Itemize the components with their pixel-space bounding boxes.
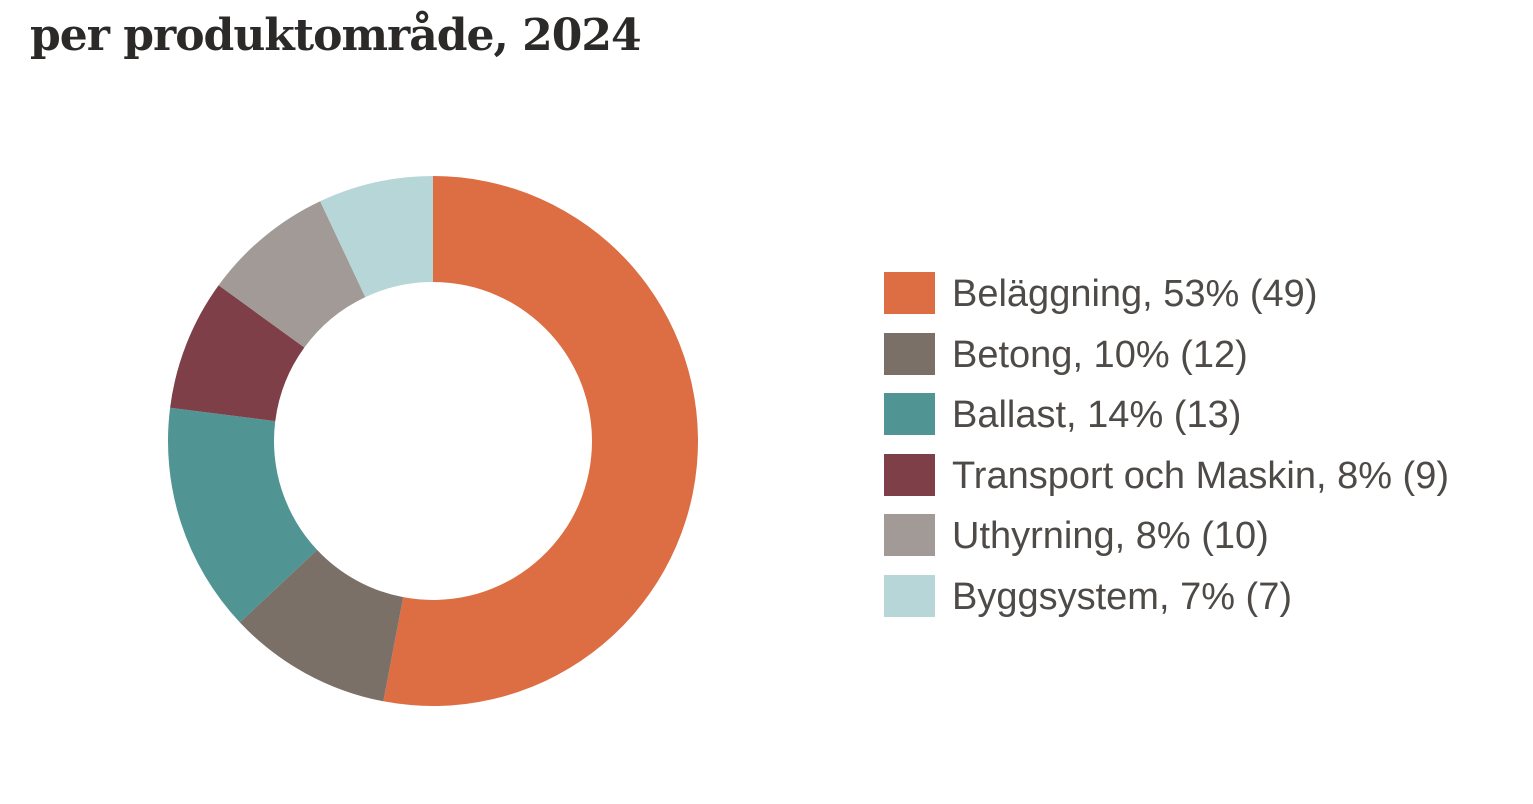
legend-label: Beläggning, 53% (49) (952, 273, 1318, 315)
legend-label: Transport och Maskin, 8% (9) (952, 454, 1449, 497)
donut-slice-4 (170, 285, 305, 422)
chart-title: per produktområde, 2024 (30, 10, 642, 61)
legend-label: Uthyrning, 8% (10) (952, 515, 1269, 557)
legend-item-1: Beläggning, 53% (49) (884, 272, 1449, 333)
legend-swatch (884, 393, 935, 435)
donut-slice-5 (218, 201, 366, 348)
legend-label: Ballast, 14% (13) (952, 394, 1242, 436)
donut-slice-6 (320, 176, 433, 298)
legend-swatch (884, 514, 935, 556)
legend-item-4: Transport och Maskin, 8% (9) (884, 453, 1449, 515)
legend-swatch (884, 574, 935, 617)
legend-swatch (884, 332, 935, 375)
legend-swatch (884, 272, 935, 314)
legend-label: Betong, 10% (12) (952, 333, 1248, 376)
legend-item-5: Uthyrning, 8% (10) (884, 514, 1449, 575)
legend-label: Byggsystem, 7% (7) (952, 575, 1292, 618)
donut-slice-1 (383, 175, 699, 706)
donut-slice-3 (167, 407, 318, 623)
legend-item-6: Byggsystem, 7% (7) (884, 574, 1449, 636)
legend-swatch (884, 453, 935, 496)
chart-legend: Beläggning, 53% (49) Betong, 10% (12) Ball… (884, 272, 1449, 635)
legend-item-3: Ballast, 14% (13) (884, 393, 1449, 454)
donut-slice-2 (239, 549, 404, 702)
donut-chart (167, 175, 699, 706)
legend-item-2: Betong, 10% (12) (884, 332, 1449, 394)
